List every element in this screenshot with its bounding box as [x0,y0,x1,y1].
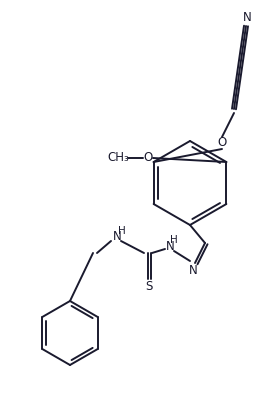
Text: H: H [170,235,178,245]
Text: H: H [118,226,126,236]
Text: S: S [145,280,153,293]
Text: O: O [217,136,227,150]
Text: O: O [143,152,153,164]
Text: N: N [243,12,251,25]
Text: N: N [166,240,174,254]
Text: CH₃: CH₃ [107,152,129,164]
Text: N: N [113,231,121,243]
Text: N: N [189,263,197,277]
